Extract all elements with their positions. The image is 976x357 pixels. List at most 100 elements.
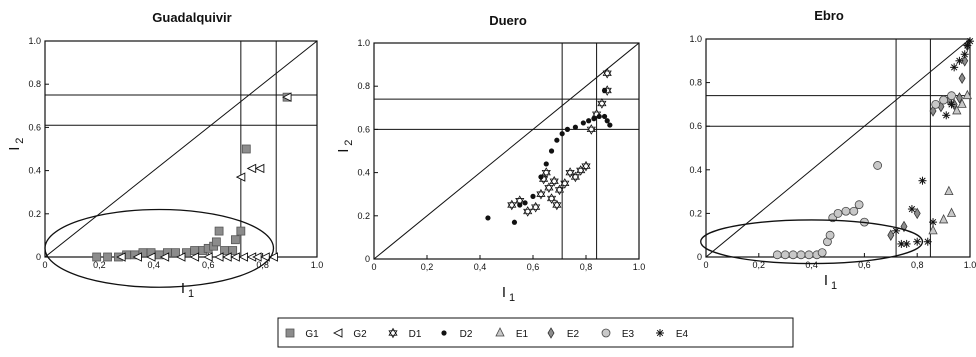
data-point: [789, 251, 797, 259]
x-tick-label: 0,2: [421, 262, 434, 272]
data-point: [554, 138, 559, 143]
data-point: [781, 251, 789, 259]
y-tick-label: 1.0: [28, 36, 41, 46]
y-tick-label: 0: [365, 254, 370, 264]
y-tick-label: 0.8: [689, 78, 702, 88]
legend: G1 G2 D1 D2 E1 E2 E3 E4: [278, 318, 793, 347]
y-tick-label: 0.8: [28, 79, 41, 89]
data-point: [924, 238, 932, 246]
data-point: [948, 92, 956, 100]
y-tick-label: 0.4: [357, 168, 370, 178]
legend-label: E2: [567, 329, 580, 340]
y-axis-label: I: [335, 149, 352, 153]
data-point: [773, 251, 781, 259]
legend-label: G1: [305, 329, 319, 340]
y-tick-label: 0.6: [357, 124, 370, 134]
x-tick-label: 1.0: [311, 260, 324, 270]
data-point: [215, 227, 223, 235]
data-point: [805, 251, 813, 259]
data-point: [950, 63, 958, 71]
data-point: [242, 145, 250, 153]
x-tick-label: 0,6: [527, 262, 540, 272]
data-point: [913, 238, 921, 246]
data-point: [565, 127, 570, 132]
y-tick-label: 0.2: [357, 211, 370, 221]
data-point: [573, 125, 578, 130]
x-axis-label-sub: 1: [831, 280, 837, 292]
data-point: [530, 194, 535, 199]
data-point: [581, 120, 586, 125]
data-point: [955, 57, 963, 65]
data-point: [605, 118, 610, 123]
data-point: [237, 227, 245, 235]
y-tick-label: 0: [36, 252, 41, 262]
legend-label: E4: [676, 329, 689, 340]
legend-marker: [602, 329, 610, 337]
x-axis-label-sub: 1: [188, 288, 194, 300]
data-point: [522, 200, 527, 205]
legend-label: D1: [409, 329, 422, 340]
x-tick-label: 1.0: [633, 262, 646, 272]
legend-marker: [441, 330, 446, 335]
data-point: [607, 122, 612, 127]
data-point: [929, 218, 937, 226]
data-point: [231, 236, 239, 244]
data-point: [560, 131, 565, 136]
data-point: [597, 114, 602, 119]
y-tick-label: 0.8: [357, 81, 370, 91]
data-point: [948, 100, 956, 108]
legend-label: E1: [516, 329, 529, 340]
data-point: [842, 207, 850, 215]
data-point: [602, 114, 607, 119]
x-tick-label: 0: [42, 260, 47, 270]
x-tick-label: 0: [703, 260, 708, 270]
data-point: [918, 177, 926, 185]
data-point: [903, 240, 911, 248]
data-point: [855, 201, 863, 209]
data-point: [874, 161, 882, 169]
y-tick-label: 0.6: [28, 122, 41, 132]
x-tick-label: 0,8: [580, 262, 593, 272]
y-tick-label: 1.0: [357, 38, 370, 48]
x-tick-label: 0,2: [93, 260, 106, 270]
plot-panel-2: 0 0,2 0,4 0,6 0,8 1.0 0 0.2 0.4 0.6 0.8 1.0 Ebro I 1: [689, 8, 976, 292]
x-tick-label: 0,4: [805, 260, 818, 270]
x-tick-label: 0,8: [911, 260, 924, 270]
data-point: [212, 238, 220, 246]
legend-marker: [656, 329, 664, 337]
plot-panel-0: 0 0,2 0,4 0,6 0,8 1.000.20.40.60.81.0Guadalqu…: [6, 10, 323, 300]
y-tick-label: 0: [697, 252, 702, 262]
data-point: [172, 249, 180, 257]
x-axis-label: I: [181, 280, 185, 297]
y-tick-label: 1.0: [689, 34, 702, 44]
y-tick-label: 0.4: [689, 165, 702, 175]
data-point: [797, 251, 805, 259]
data-point: [908, 205, 916, 213]
chart-title: Ebro: [814, 8, 844, 23]
legend-label: G2: [353, 329, 367, 340]
legend-label: E3: [622, 329, 635, 340]
x-axis-label-sub: 1: [509, 292, 515, 304]
y-tick-label: 0.6: [689, 121, 702, 131]
data-point: [538, 174, 543, 179]
data-point: [961, 50, 969, 58]
data-point: [549, 148, 554, 153]
x-tick-label: 1.0: [964, 260, 976, 270]
y-tick-label: 0.4: [28, 166, 41, 176]
y-tick-label: 0.2: [28, 209, 41, 219]
x-axis-label: I: [824, 272, 828, 289]
x-tick-label: 0,4: [474, 262, 487, 272]
x-tick-label: 0: [371, 262, 376, 272]
chart-title: Duero: [489, 13, 527, 28]
plot-panel-1: 0 0,2 0,4 0,6 0,8 1.000.20.40.60.81.0DueroI 1I…: [335, 13, 645, 304]
legend-marker: [286, 329, 294, 337]
data-point: [93, 253, 101, 261]
data-point: [942, 111, 950, 119]
data-point: [586, 118, 591, 123]
legend-label: D2: [460, 329, 473, 340]
data-point: [834, 209, 842, 217]
data-point: [485, 215, 490, 220]
data-point: [544, 161, 549, 166]
y-tick-label: 0.2: [689, 208, 702, 218]
